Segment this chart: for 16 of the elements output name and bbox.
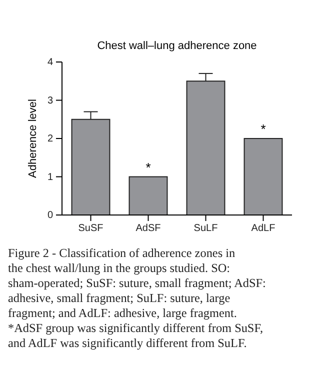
y-tick-label: 4 [47,57,54,68]
y-tick-label: 2 [47,134,54,145]
caption: Figure 2 - Classification of adherence zones in the chest wall/lung in the groups studied. SO: sham-operated; SuSF: suture, small fragment; AdSF: adhesive, small fragment; SuLF: suture, large fragment; and AdLF: adhesive, large fragment. *AdSF group was significantly different from SuSF, and AdLF was significantly different from SuLF. [8,246,266,350]
annotation: * [260,122,266,136]
y-tick-label: 1 [47,172,54,183]
x-tick-label: SuSF [78,223,104,234]
x-tick-label: AdSF [136,223,161,234]
y-tick-label: 3 [47,95,54,106]
bar [244,138,283,216]
x-tick-label: SuLF [194,223,218,234]
y-axis-title: Adherence level [27,99,39,178]
chart-title: Chest wall–lung adherence zone [97,40,257,52]
bar [128,176,168,216]
x-tick-label: AdLF [251,223,276,234]
annotation: * [146,160,151,175]
y-tick-label: 0 [47,210,54,222]
